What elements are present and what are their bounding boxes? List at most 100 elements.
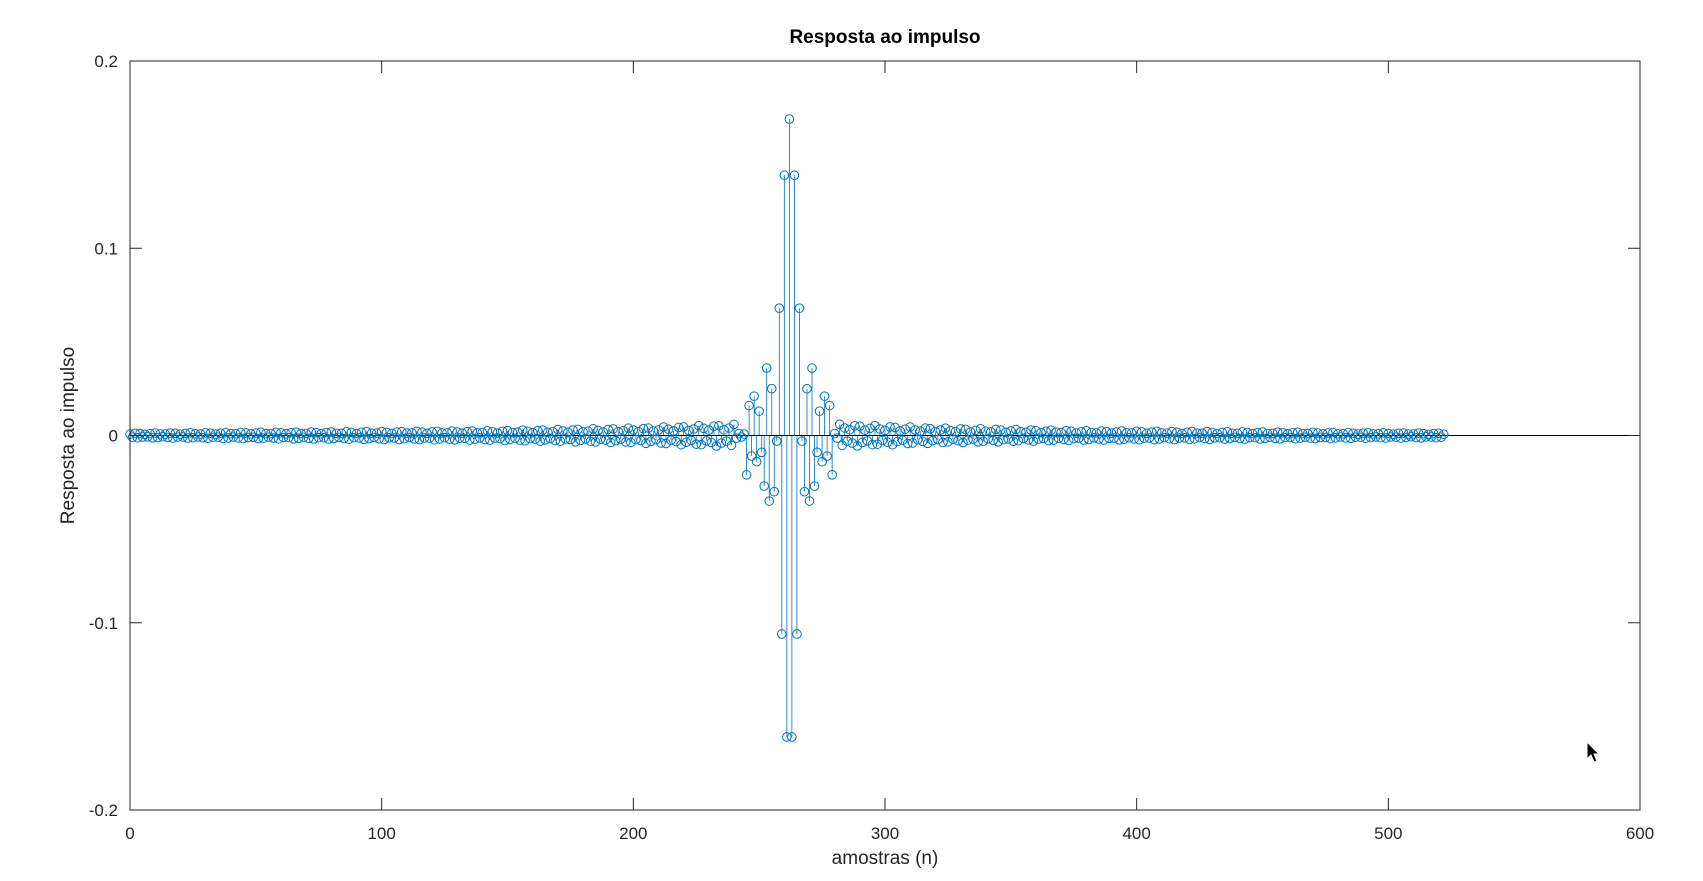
stem-marker (804, 496, 815, 506)
stem-marker (472, 428, 483, 438)
stem-marker (1164, 433, 1175, 444)
stem-marker (1285, 432, 1295, 443)
stem-marker (852, 441, 863, 451)
stem-marker (492, 428, 503, 438)
stem-marker (719, 424, 729, 435)
stem-marker (459, 433, 470, 444)
stem-marker (1260, 433, 1270, 444)
stem-marker (610, 435, 621, 446)
stem-marker (1053, 433, 1064, 443)
stem-marker (397, 426, 407, 437)
stem-marker (1303, 428, 1313, 439)
stem-marker (749, 391, 759, 401)
stem-marker (880, 425, 890, 436)
stem-marker (502, 425, 513, 436)
stem-marker (198, 432, 208, 443)
stem-marker (374, 433, 384, 444)
stem-marker (346, 427, 357, 438)
stem-marker (799, 486, 810, 497)
stem-marker (905, 422, 915, 432)
x-tick-label: 0 (125, 824, 134, 843)
stem-marker (1073, 433, 1084, 444)
stem-marker (311, 427, 322, 438)
stem-marker (1240, 434, 1250, 444)
stem-marker (339, 433, 349, 444)
stem-marker (746, 451, 757, 461)
stem-marker (872, 439, 883, 449)
stem-marker (673, 422, 684, 433)
stem-marker (683, 425, 694, 436)
stem-marker (784, 114, 795, 124)
stem-marker (857, 437, 868, 448)
stem-marker (686, 435, 697, 446)
stem-marker (1270, 433, 1280, 444)
stem-marker (565, 434, 576, 445)
stem-marker (842, 436, 853, 446)
stem-marker (917, 436, 928, 447)
stem-marker (1066, 426, 1077, 437)
stem-marker (238, 433, 249, 444)
stem-marker (303, 433, 314, 444)
stem-marker (973, 437, 983, 447)
stem-marker (381, 427, 392, 438)
stem-marker (860, 425, 870, 436)
stem-marker (553, 424, 563, 435)
stem-marker (1393, 428, 1404, 439)
stem-marker (555, 436, 566, 447)
x-tick-label: 200 (619, 824, 647, 843)
stem-marker (1204, 434, 1215, 445)
stem-marker (787, 732, 797, 742)
stem-marker (220, 427, 231, 438)
stem-marker (1086, 427, 1097, 438)
stem-marker (814, 406, 825, 416)
stem-marker (417, 427, 427, 437)
stem-marker (678, 422, 689, 432)
stem-marker (165, 428, 176, 438)
stem-marker (286, 427, 296, 438)
stem-marker (807, 363, 817, 373)
stem-marker (1295, 433, 1306, 443)
x-axis-label: amostras (n) (832, 848, 939, 869)
stem-marker (520, 435, 530, 446)
stem-marker (1063, 435, 1074, 446)
stem-marker (560, 434, 571, 444)
stem-marker (1172, 427, 1182, 437)
stem-marker (605, 437, 616, 448)
stem-marker (253, 433, 264, 444)
stem-marker (1375, 432, 1386, 443)
stem-marker (736, 432, 747, 442)
y-tick-label: 0.1 (94, 239, 118, 258)
stem-marker (1368, 429, 1379, 439)
stem-marker (847, 438, 858, 448)
stem-marker (827, 470, 837, 480)
stem-marker (437, 428, 447, 438)
stem-marker (764, 496, 775, 506)
stem-marker (646, 436, 656, 447)
stem-marker (130, 428, 140, 439)
stem-marker (628, 425, 639, 435)
stem-marker (225, 428, 236, 439)
stem-marker (965, 427, 976, 437)
stem-marker (862, 436, 873, 446)
stem-marker (464, 435, 475, 445)
stem-marker (1043, 435, 1054, 446)
stem-marker (371, 428, 382, 438)
stem-marker (1084, 434, 1094, 445)
stem-marker (341, 427, 352, 437)
stem-marker (1242, 427, 1253, 438)
stem-marker (1023, 435, 1034, 445)
stem-marker (975, 424, 986, 434)
stem-marker (769, 486, 780, 497)
stem-marker (779, 170, 790, 181)
stem-marker (983, 434, 993, 444)
stem-marker (1038, 433, 1049, 444)
stem-marker (877, 435, 888, 446)
x-tick-label: 500 (1374, 824, 1402, 843)
stem-marker (1217, 427, 1228, 438)
stem-marker (1159, 432, 1170, 443)
stem-marker (550, 435, 561, 446)
stem-marker (344, 434, 354, 444)
stem-marker (233, 433, 244, 443)
stem-marker (850, 420, 860, 431)
